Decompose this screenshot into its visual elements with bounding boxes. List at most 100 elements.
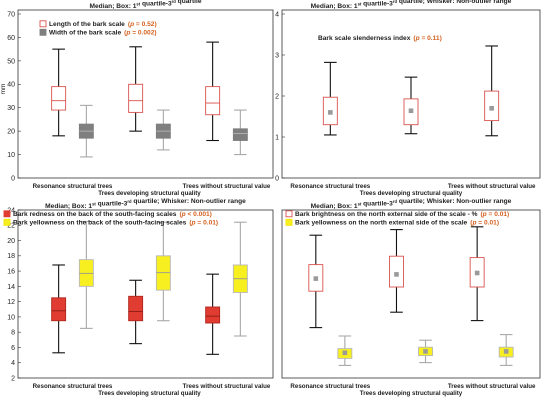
y-tick-label: 4: [275, 11, 279, 18]
y-tick-label: 0: [275, 175, 279, 182]
box-2-3: [232, 221, 248, 337]
box-2-2: [418, 339, 433, 364]
box-2-3: [498, 334, 514, 366]
plot-frame: [281, 9, 541, 179]
y-tick-label: 10: [7, 152, 15, 159]
x-category-label: Trees developing structural quality: [98, 190, 201, 197]
legend-label: Bark brightness on the north external si…: [295, 211, 478, 218]
chart-title-4: Median; Box: 1st quartile-3rd quartile; …: [311, 198, 512, 210]
y-tick-label: 3: [275, 52, 279, 59]
box-1-2: [128, 46, 144, 132]
box-body: [205, 306, 221, 324]
legend-swatch: [285, 218, 293, 226]
y-tick-label: 60: [7, 35, 15, 42]
x-category-label: Trees without structural value: [183, 383, 271, 390]
x-category-label: Resonance structural trees: [290, 183, 370, 190]
legend-label: Bark yellowness on the north external si…: [295, 220, 468, 227]
box-1-2: [389, 229, 404, 313]
legend-label: Bark yellowness on the back of the south…: [13, 220, 187, 227]
box-1-1: [51, 264, 67, 354]
median-marker: [328, 110, 333, 115]
legend-p-value: (p = 0.01): [189, 220, 218, 227]
legend-label: Length of the bark scale: [49, 21, 125, 28]
box-1-3: [469, 226, 485, 322]
box-1-1: [308, 234, 324, 329]
box-1-1: [322, 61, 338, 136]
chart-panel-2: Median; Box: 1st quartile-3rd quartile; …: [275, 0, 541, 197]
y-tick-label: 14: [7, 284, 15, 291]
box-1-3: [205, 41, 221, 142]
y-tick-label: 40: [7, 82, 15, 89]
annotation-p-value: (p = 0.11): [413, 35, 441, 42]
box-1-1: [51, 48, 67, 137]
plot-frame: [281, 209, 541, 379]
x-category-label: Resonance structural trees: [33, 183, 113, 190]
x-category-label: Trees without structural value: [448, 383, 536, 390]
x-category-label: Resonance structural trees: [33, 383, 113, 390]
box-1-3: [484, 45, 500, 137]
y-tick-label: 8: [11, 330, 15, 337]
y-tick-label: 20: [7, 129, 15, 136]
chart-panel-1: Median; Box: 1st quartile-3rd quartile 0 1…: [0, 0, 274, 197]
y-tick-label: 1: [275, 134, 279, 141]
x-category-label: Trees without structural value: [183, 183, 271, 190]
box-body: [51, 86, 67, 111]
median-marker: [489, 106, 494, 111]
box-1-3: [205, 273, 221, 355]
legend-p-value: (p = 0.52): [128, 21, 157, 28]
box-1-2: [128, 279, 144, 345]
chart-panel-3: Median; Box: 1st quartile-3rd quartile; …: [3, 198, 274, 397]
box-2-1: [337, 335, 353, 366]
chart-title-2: Median; Box: 1st quartile-3rd quartile; …: [311, 0, 512, 10]
y-tick-label: 6: [11, 345, 15, 352]
legend-p-value: (p = 0.002): [124, 30, 156, 37]
box-body: [484, 90, 500, 122]
x-category-label: Resonance structural trees: [290, 383, 370, 390]
legend-swatch: [39, 20, 47, 28]
legend-label: Bark redness on the back of the south-fa…: [13, 211, 177, 218]
annotation-label: Bark scale slenderness index: [318, 35, 411, 42]
box-2-3: [232, 109, 248, 156]
y-tick-label: 50: [7, 58, 15, 65]
box-body: [128, 295, 144, 322]
legend-label: Width of the bark scale: [49, 30, 121, 37]
median-marker: [474, 270, 480, 276]
x-category-label: Trees developing structural quality: [98, 390, 201, 397]
legend-swatch: [39, 28, 47, 36]
chart-panel-4: Median; Box: 1st quartile-3rd quartile; …: [281, 198, 541, 397]
y-tick-label: 30: [7, 105, 15, 112]
plot-frame: [17, 9, 274, 179]
median-marker: [503, 349, 509, 354]
y-axis-label: mm: [0, 84, 7, 95]
box-body: [205, 86, 221, 116]
y-tick-label: 2: [11, 375, 15, 382]
median-marker: [408, 108, 414, 114]
y-tick-label: 24: [7, 207, 15, 214]
box-2-1: [78, 104, 94, 158]
box-1-2: [403, 76, 419, 135]
x-category-label: Trees developing structural quality: [360, 190, 463, 197]
median-marker: [423, 349, 428, 354]
y-tick-label: 12: [7, 299, 15, 306]
y-tick-label: 2: [275, 93, 279, 100]
y-tick-label: 0: [11, 175, 15, 182]
box-2-2: [155, 221, 171, 322]
x-category-label: Trees without structural value: [448, 183, 536, 190]
x-category-label: Trees developing structural quality: [360, 390, 463, 397]
median-marker: [394, 272, 399, 277]
legend-p-value: (p = 0.01): [470, 220, 499, 227]
legend-swatch: [3, 218, 11, 226]
chart-title-1: Median; Box: 1st quartile-3rd quartile: [90, 0, 202, 10]
legend-swatch: [285, 210, 293, 218]
y-tick-label: 20: [7, 238, 15, 245]
y-tick-label: 18: [7, 253, 15, 260]
chart-title-3: Median; Box: 1st quartile-3rd quartile; …: [45, 198, 246, 210]
y-tick-label: 22: [7, 223, 15, 230]
box-body: [389, 255, 404, 288]
box-body: [51, 297, 67, 322]
box-body: [232, 128, 248, 141]
y-tick-label: 16: [7, 268, 15, 275]
legend-p-value: (p = 0.01): [480, 211, 509, 218]
legend-swatch: [3, 210, 11, 218]
